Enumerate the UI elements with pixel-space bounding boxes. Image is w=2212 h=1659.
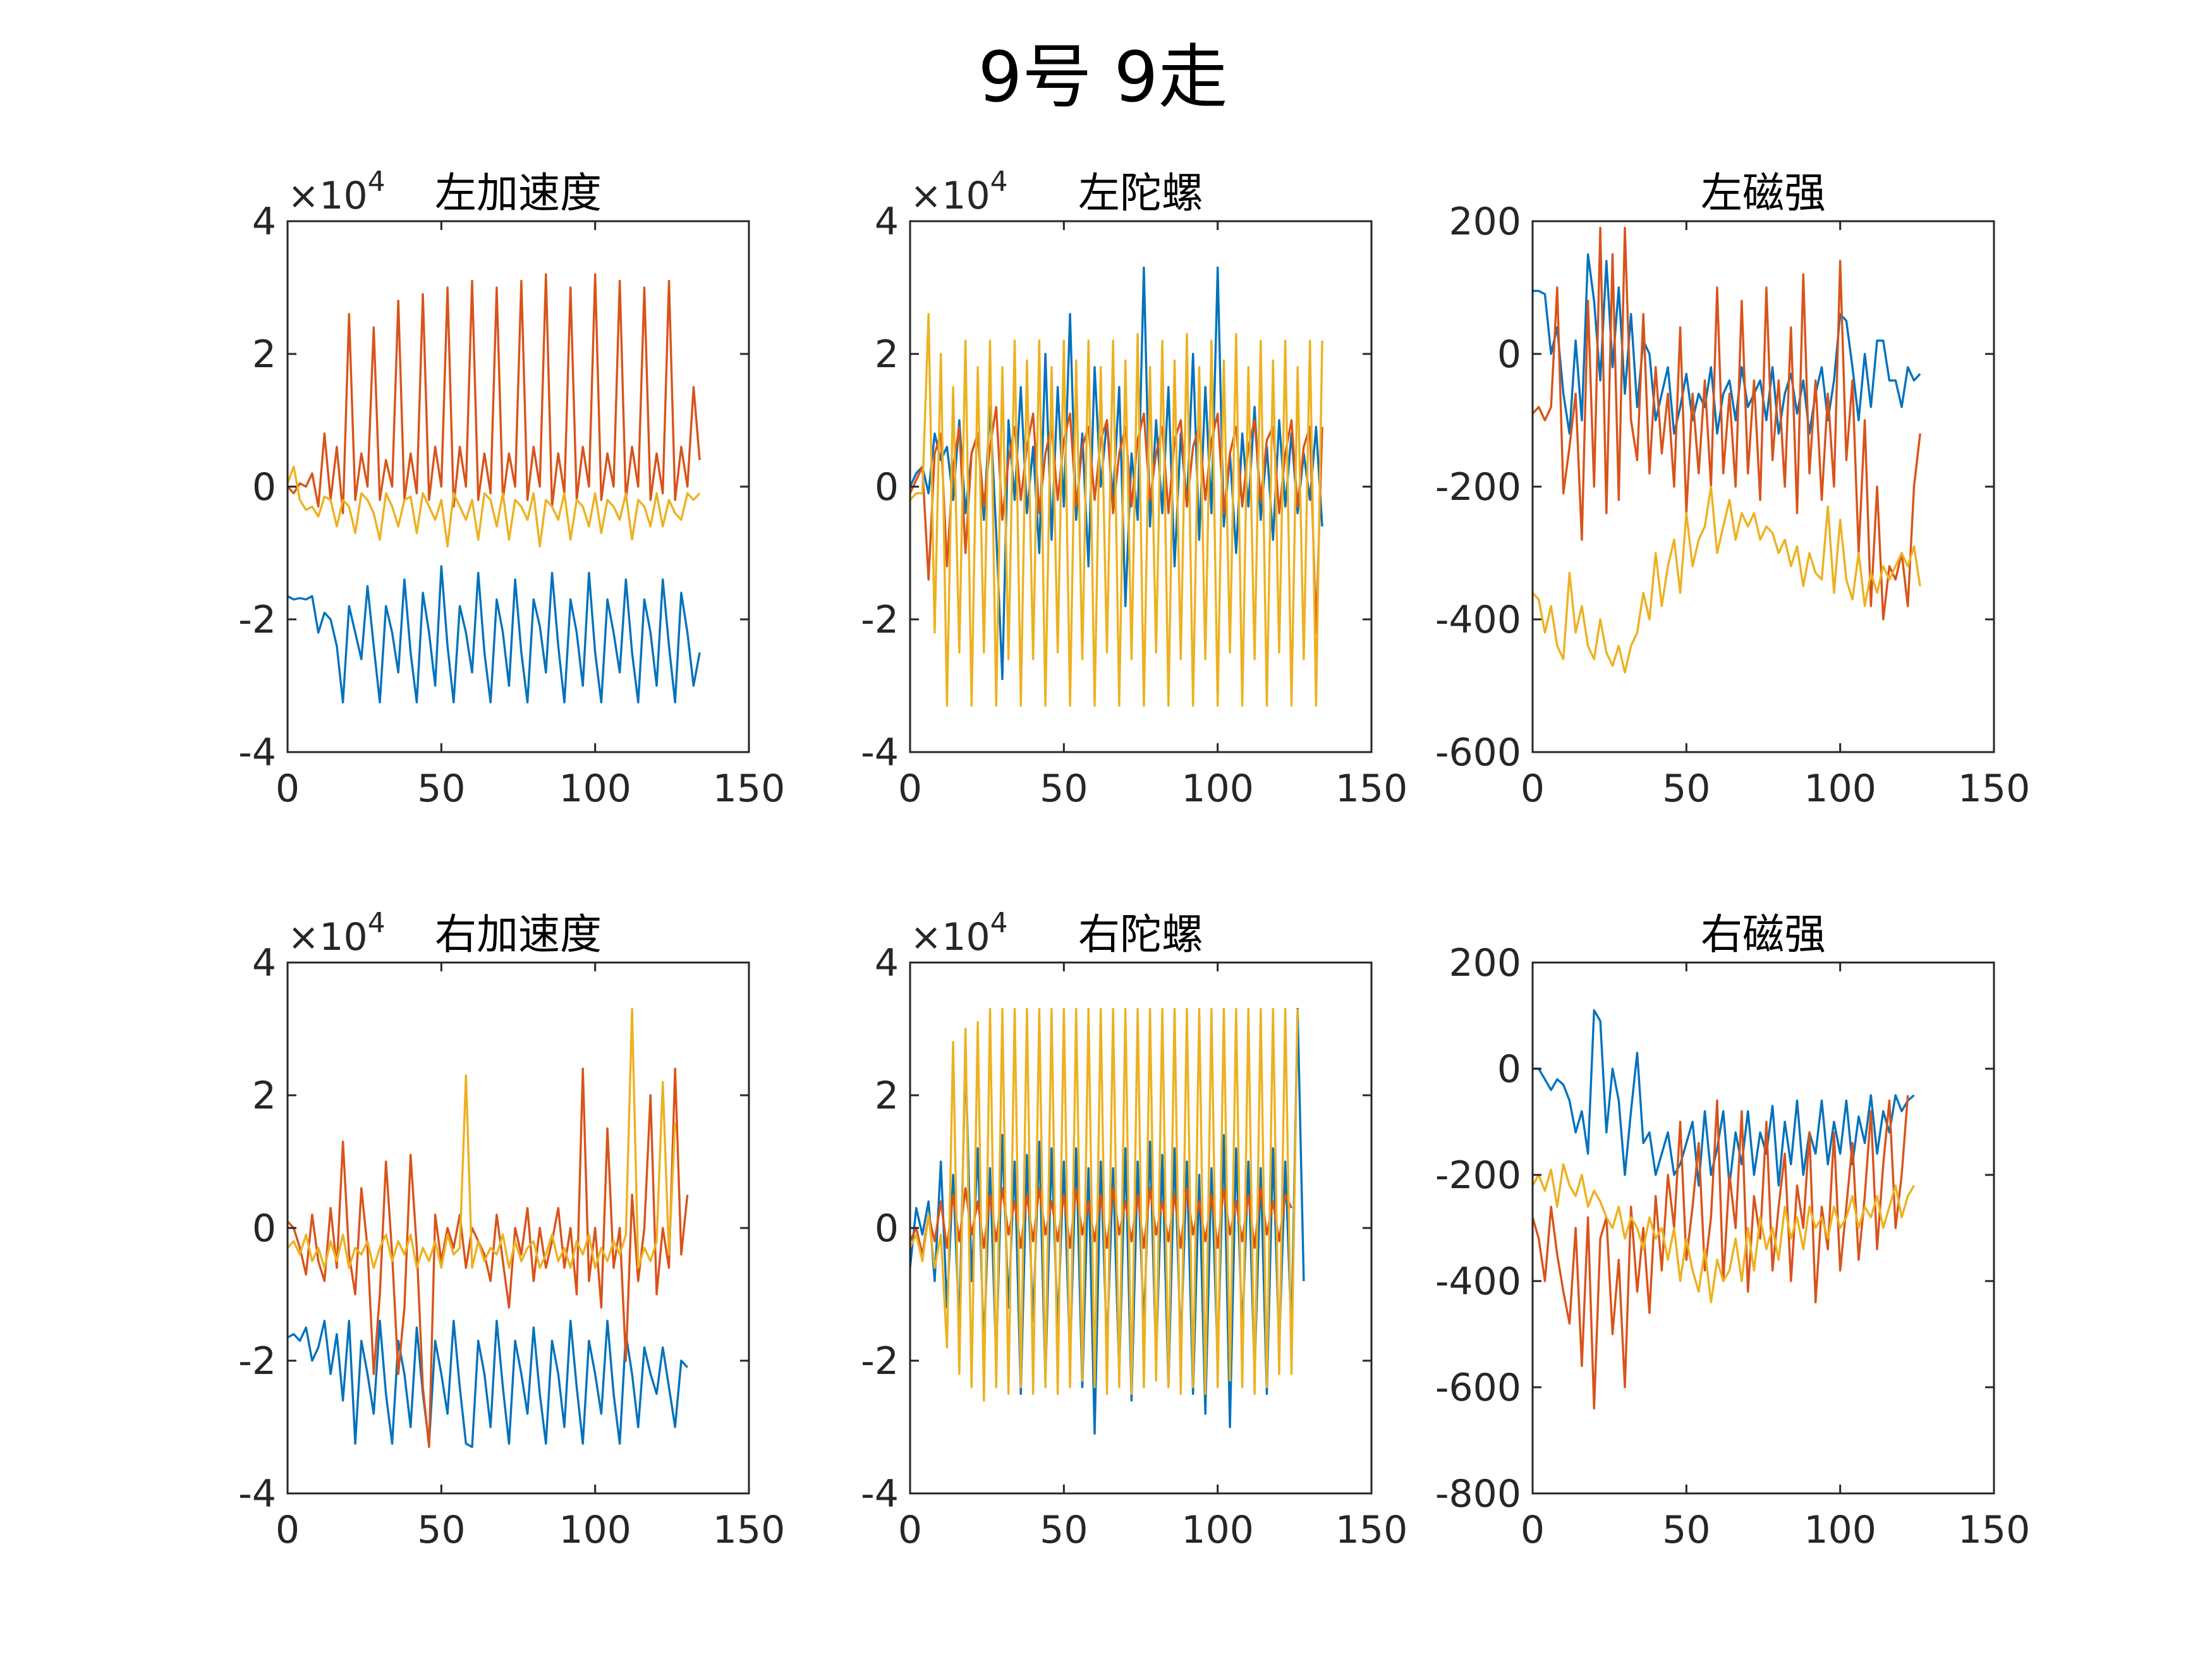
y-exponent-label: ×104 [288,907,386,959]
series-line-1 [288,1320,688,1449]
x-tick-label: 100 [559,767,631,811]
y-tick-label: -200 [1435,1153,1521,1198]
figure-title: 9号 9走 [978,37,1228,118]
y-exponent-label: ×104 [910,166,1008,218]
series-line-1 [1533,1009,1915,1187]
y-tick-label: 2 [875,332,899,377]
y-tick-label: -400 [1435,598,1521,642]
series-line-2 [1533,226,1921,621]
series-line-3 [288,1007,676,1269]
x-tick-label: 100 [559,1508,631,1552]
y-tick-label: 0 [875,465,899,509]
series-line-1 [288,565,701,704]
x-tick-label: 150 [713,1508,786,1552]
x-tick-label: 50 [1040,1508,1088,1552]
x-tick-label: 100 [1804,1508,1876,1552]
y-tick-label: 2 [252,332,276,377]
subplot-title: 左加速度 [435,169,602,217]
x-tick-label: 50 [417,767,465,811]
series-line-3 [910,313,1323,707]
x-tick-label: 50 [417,1508,465,1552]
y-tick-label: -2 [238,1339,276,1383]
y-exponent-power: 4 [990,907,1008,939]
y-tick-label: -2 [238,598,276,642]
x-tick-label: 150 [1335,767,1408,811]
y-tick-label: 0 [1497,1047,1521,1091]
subplot-title: 左陀螺 [1078,169,1203,217]
y-exponent-label: ×104 [910,907,1008,959]
y-tick-label: 2 [252,1074,276,1118]
x-tick-label: 100 [1181,1508,1254,1552]
y-tick-label: -600 [1435,731,1521,775]
y-tick-label: -2 [861,598,899,642]
series-line-3 [1533,1163,1915,1304]
y-tick-label: 200 [1449,200,1521,244]
y-tick-label: -200 [1435,465,1521,509]
y-tick-label: 4 [252,941,276,985]
y-tick-label: 4 [875,941,899,985]
subplot-title: 右加速度 [435,910,602,959]
x-tick-label: 100 [1804,767,1876,811]
y-tick-label: 4 [252,200,276,244]
series-line-3 [910,1007,1299,1402]
axes-box [1531,961,1995,1495]
subplot-3: 0 50 100 150 -600 -400 -200 0 200 左磁强 [1435,169,2030,811]
y-exponent-power: 4 [368,166,386,198]
y-exponent-base: ×10 [910,174,990,218]
y-exponent-base: ×10 [288,915,368,959]
x-tick-label: 150 [1958,1508,2031,1552]
y-tick-label: 0 [252,1206,276,1251]
y-tick-label: -4 [861,1472,899,1516]
x-tick-label: 50 [1662,767,1710,811]
series-line-3 [1533,485,1921,674]
y-tick-label: 0 [1497,332,1521,377]
subplot-title: 右磁强 [1701,910,1826,959]
subplot-title: 左磁强 [1701,169,1826,217]
y-tick-label: 0 [875,1206,899,1251]
y-tick-label: 200 [1449,941,1521,985]
x-tick-label: 0 [1521,1508,1545,1552]
y-tick-label: -4 [861,731,899,775]
y-tick-label: -600 [1435,1366,1521,1410]
y-tick-label: -2 [861,1339,899,1383]
y-tick-label: 2 [875,1074,899,1118]
y-exponent-base: ×10 [288,174,368,218]
y-tick-label: -4 [238,1472,276,1516]
x-tick-label: 150 [713,767,786,811]
y-tick-label: -800 [1435,1472,1521,1516]
x-tick-label: 150 [1958,767,2031,811]
subplot-2: 0 50 100 150 -4 -2 0 2 4×104 左陀螺 [861,166,1407,811]
y-exponent-power: 4 [368,907,386,939]
x-tick-label: 150 [1335,1508,1408,1552]
x-tick-label: 0 [276,1508,300,1552]
x-tick-label: 0 [898,767,922,811]
y-exponent-power: 4 [990,166,1008,198]
y-exponent-base: ×10 [910,915,990,959]
subplot-6: 0 50 100 150 -800 -600 -400 -200 0 200 右磁强 [1435,910,2030,1552]
x-tick-label: 50 [1662,1508,1710,1552]
subplot-5: 0 50 100 150 -4 -2 0 2 4×104 右陀螺 [861,907,1407,1552]
x-tick-label: 0 [276,767,300,811]
x-tick-label: 0 [898,1508,922,1552]
series-line-3 [288,465,701,548]
subplot-title: 右陀螺 [1078,910,1203,959]
series-line-2 [288,273,701,514]
y-tick-label: -400 [1435,1260,1521,1304]
x-tick-label: 0 [1521,767,1545,811]
y-tick-label: 0 [252,465,276,509]
y-tick-label: -4 [238,731,276,775]
x-tick-label: 50 [1040,767,1088,811]
x-tick-label: 100 [1181,767,1254,811]
y-tick-label: 4 [875,200,899,244]
y-exponent-label: ×104 [288,166,386,218]
